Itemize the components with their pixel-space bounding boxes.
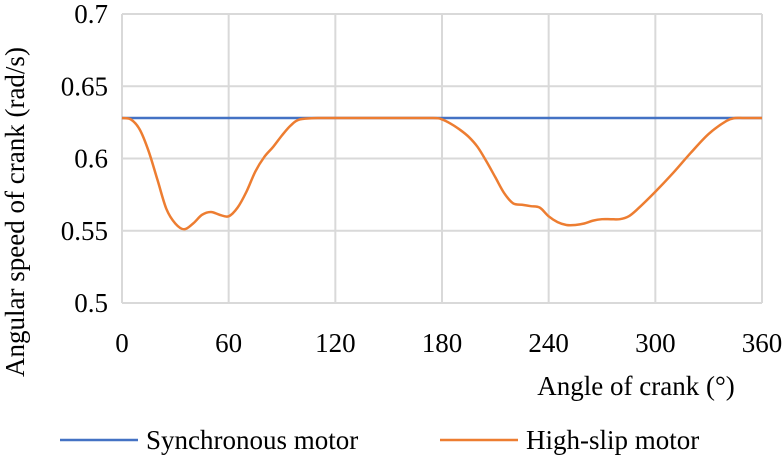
x-tick-label: 300 [635, 328, 676, 358]
y-tick-label: 0.5 [74, 288, 108, 318]
x-tick-label: 360 [742, 328, 783, 358]
y-axis-ticks: 0.5 0.55 0.6 0.65 0.7 [61, 0, 108, 318]
x-axis-ticks: 0 60 120 180 240 300 360 [115, 328, 782, 358]
y-tick-label: 0.6 [74, 144, 108, 174]
x-tick-label: 0 [115, 328, 129, 358]
x-axis-label: Angle of crank (°) [537, 371, 734, 401]
y-tick-label: 0.55 [61, 216, 108, 246]
y-axis-label: Angular speed of crank (rad/s) [0, 47, 30, 377]
y-tick-label: 0.7 [74, 0, 108, 29]
series-line-high-slip-motor [121, 116, 762, 231]
x-tick-label: 120 [315, 328, 356, 358]
legend-label: Synchronous motor [146, 425, 358, 455]
series-lines [121, 116, 762, 231]
legend-item-high-slip-motor: High-slip motor [440, 425, 699, 455]
x-tick-label: 180 [422, 328, 463, 358]
x-tick-label: 60 [215, 328, 242, 358]
y-tick-label: 0.65 [61, 71, 108, 101]
x-tick-label: 240 [528, 328, 569, 358]
legend: Synchronous motor High-slip motor [60, 425, 699, 455]
legend-item-synchronous-motor: Synchronous motor [60, 425, 358, 455]
legend-label: High-slip motor [526, 425, 699, 455]
grid [121, 13, 763, 304]
